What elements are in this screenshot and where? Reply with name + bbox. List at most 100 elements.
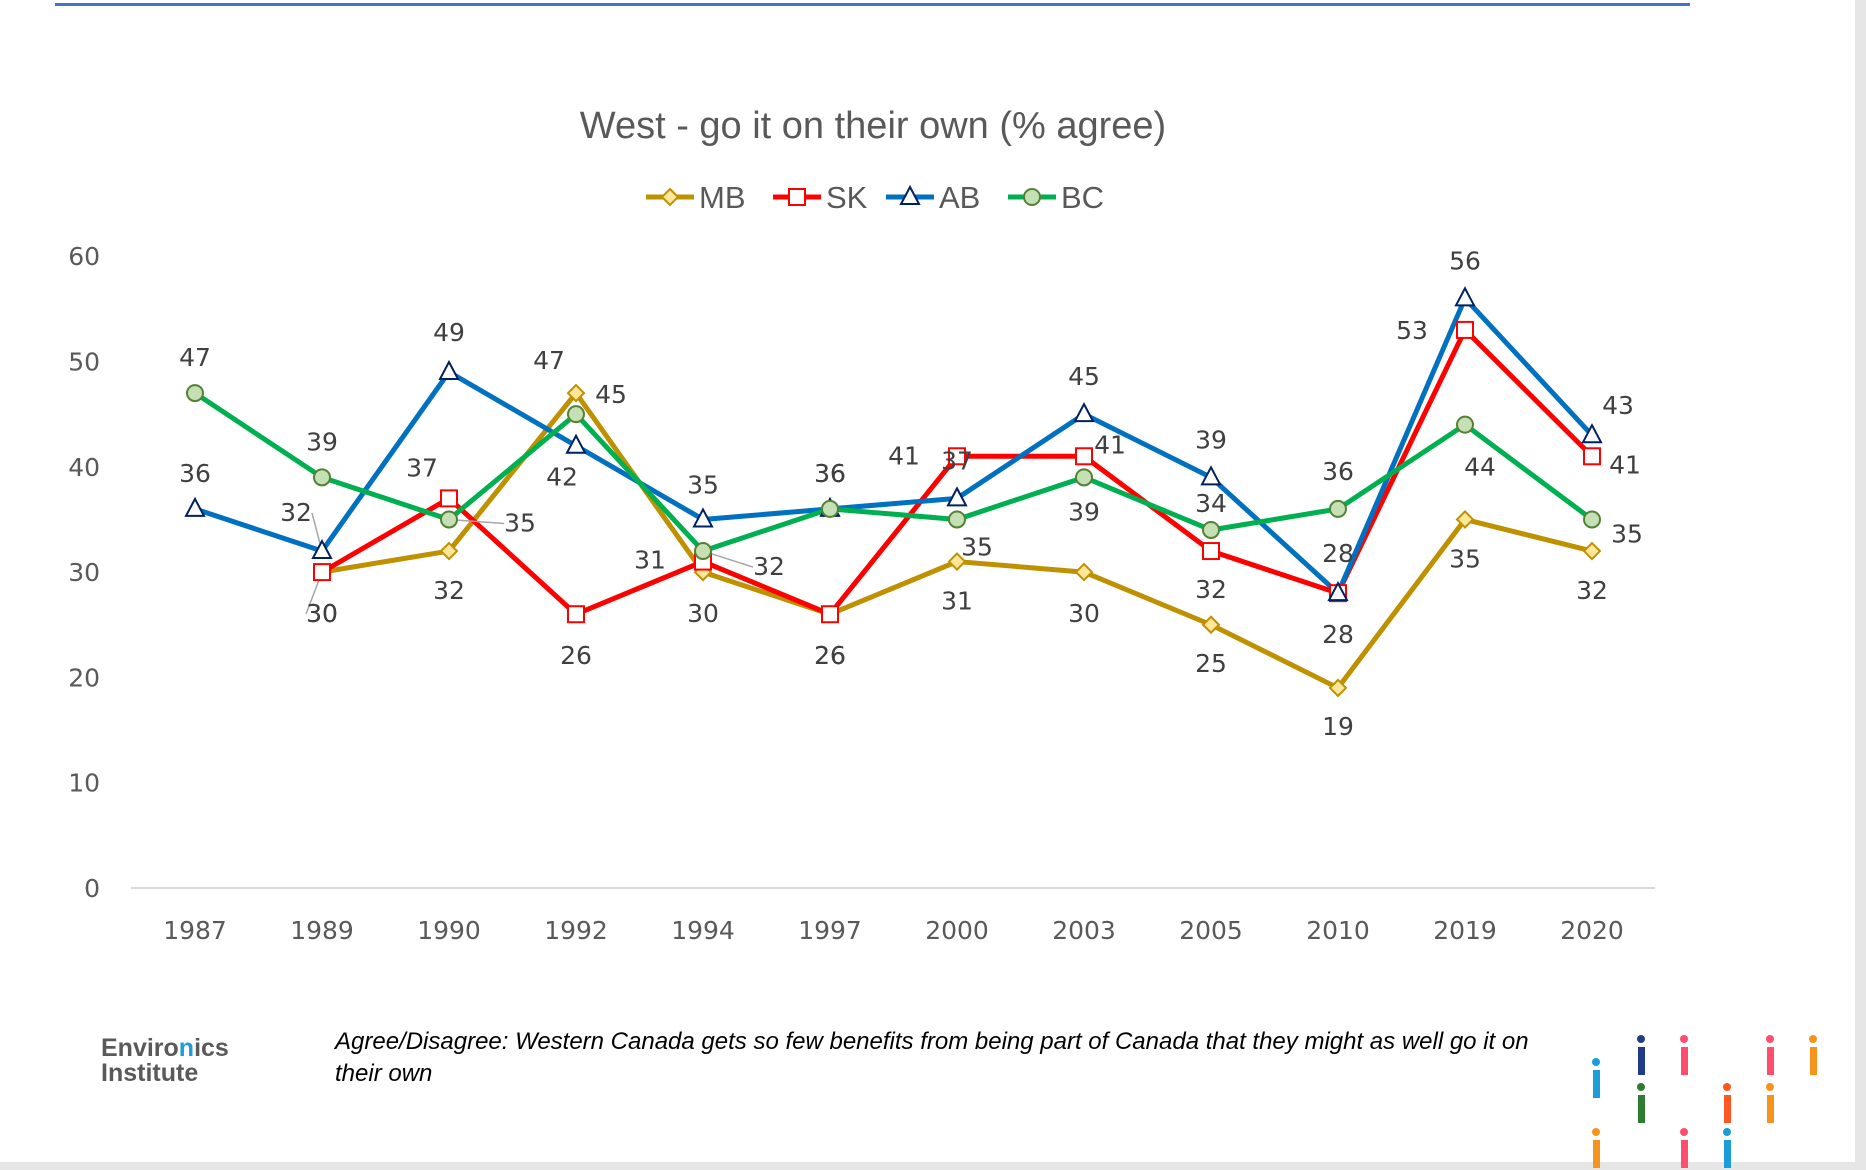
data-label-mb: 32 [433, 576, 465, 605]
data-point-ab [1327, 581, 1349, 602]
y-tick-label: 50 [68, 348, 100, 377]
data-point-bc [567, 405, 585, 424]
data-label-sk: 41 [1609, 450, 1641, 479]
data-point-sk [440, 489, 458, 508]
data-label-ab: 42 [546, 463, 578, 492]
decorative-i-bar [1593, 1140, 1600, 1168]
legend-marker-mb [660, 187, 680, 207]
data-point-mb [1074, 562, 1094, 582]
legend-marker-bc [1023, 188, 1041, 206]
data-point-sk [313, 563, 331, 582]
data-label-sk: 26 [814, 641, 846, 670]
chart-title: West - go it on their own (% agree) [580, 105, 1166, 147]
data-point-ab [1581, 423, 1603, 444]
decorative-i-bar [1638, 1095, 1645, 1123]
data-point-bc [1329, 499, 1347, 518]
data-label-ab: 37 [941, 446, 973, 475]
data-point-bc [1075, 468, 1093, 487]
data-label-mb: 26 [814, 641, 846, 670]
x-tick-label: 1990 [417, 916, 481, 945]
data-label-sk: 41 [888, 441, 920, 470]
data-label-sk: 53 [1396, 316, 1428, 345]
data-label-mb: 35 [1449, 544, 1481, 573]
decorative-i-dot [1592, 1128, 1600, 1136]
data-label-bc: 35 [961, 532, 993, 561]
data-label-mb: 32 [1576, 576, 1608, 605]
series-line-bc [193, 391, 1594, 554]
data-point-mb [1201, 615, 1221, 635]
x-tick-label: 2000 [925, 916, 989, 945]
data-label-mb: 30 [306, 599, 338, 628]
x-tick-label: 1989 [290, 916, 354, 945]
data-label-sk: 30 [306, 599, 338, 628]
decorative-i-pattern [1530, 1025, 1817, 1168]
data-point-mb [1455, 510, 1475, 529]
x-axis: 1987 1989 1990 1992 1994 1997 2000 2003 2005 2010… [163, 916, 1624, 945]
data-point-bc [948, 510, 966, 529]
decorative-i-dot [1680, 1035, 1688, 1043]
decorative-i-bar [1810, 1047, 1817, 1075]
data-label-ab: 36 [814, 459, 846, 488]
data-label-bc: 32 [753, 552, 785, 581]
legend-marker-ab [899, 184, 921, 205]
logo-text: ics [194, 1034, 229, 1062]
data-label-sk: 28 [1322, 539, 1354, 568]
data-label-bc: 47 [179, 343, 211, 372]
data-point-bc [440, 510, 458, 529]
data-label-ab: 39 [1195, 425, 1227, 454]
data-point-sk [821, 605, 839, 624]
data-label-ab: 35 [687, 470, 719, 499]
data-point-mb [1582, 541, 1602, 561]
leader-line [448, 518, 505, 525]
data-label-mb: 30 [1068, 599, 1100, 628]
data-point-sk [1202, 542, 1220, 561]
data-point-sk [1075, 447, 1093, 466]
y-axis: 0 10 20 30 40 50 60 [68, 242, 100, 903]
legend-label-ab: AB [939, 180, 980, 215]
logo-text-accent: n [178, 1034, 195, 1062]
decorative-i-dot [1592, 1058, 1600, 1066]
x-tick-label: 2010 [1306, 916, 1370, 945]
x-tick-label: 2019 [1433, 916, 1497, 945]
data-point-ab [692, 507, 714, 528]
data-label-sk: 37 [406, 453, 438, 482]
logo-text: Institute [101, 1059, 199, 1087]
line-chart: West - go it on their own (% agree) MB SK… [68, 105, 1655, 945]
x-tick-label: 1994 [671, 916, 735, 945]
decorative-i-dot [1766, 1035, 1774, 1043]
decorative-i-bar [1724, 1095, 1731, 1123]
data-label-bc: 36 [814, 459, 846, 488]
series-lines [193, 295, 1594, 691]
decorative-i-dot [1637, 1083, 1645, 1091]
data-point-sk [567, 605, 585, 624]
data-label-bc: 35 [1611, 519, 1643, 548]
environics-logo: Environics Institute [101, 1036, 229, 1086]
data-point-sk [1456, 320, 1474, 339]
decorative-i-bar [1767, 1095, 1774, 1123]
data-point-bc [313, 468, 331, 487]
data-label-mb: 30 [687, 599, 719, 628]
decorative-i-dot [1809, 1035, 1817, 1043]
logo-text: Enviro [101, 1034, 179, 1062]
data-label-ab: 56 [1449, 246, 1481, 275]
x-tick-label: 1987 [163, 916, 227, 945]
data-point-bc [186, 384, 204, 403]
data-label-mb: 25 [1195, 649, 1227, 678]
data-point-bc [821, 499, 839, 518]
x-tick-label: 1992 [544, 916, 608, 945]
legend: MB SK AB BC [646, 180, 1104, 215]
data-label-bc: 35 [504, 508, 536, 537]
y-tick-label: 30 [68, 558, 100, 587]
data-point-mb [439, 541, 459, 561]
data-point-sk [948, 447, 966, 466]
data-label-ab: 32 [280, 498, 312, 527]
y-tick-label: 20 [68, 663, 100, 692]
top-rule [55, 3, 1690, 6]
decorative-i-bar [1681, 1047, 1688, 1075]
data-label-bc: 45 [595, 380, 627, 409]
legend-marker-sk [788, 188, 806, 206]
data-point-mb [1328, 678, 1348, 698]
data-label-ab: 43 [1602, 391, 1634, 420]
